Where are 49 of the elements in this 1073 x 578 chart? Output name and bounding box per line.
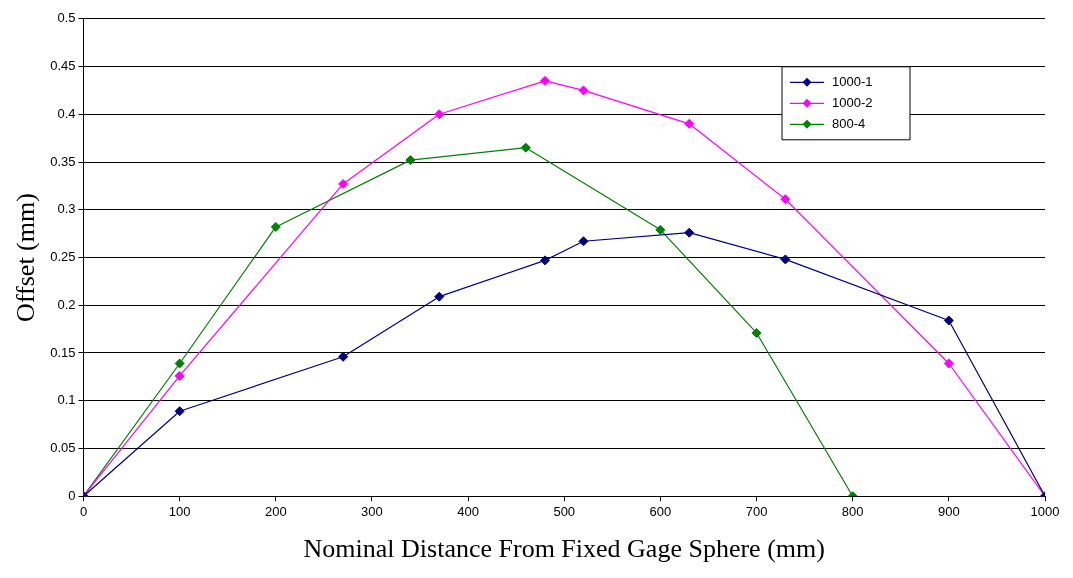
point	[174, 370, 185, 381]
point	[943, 358, 954, 369]
legend-label: 1000-2	[832, 94, 873, 110]
point	[578, 85, 589, 96]
x-tick-label: 200	[264, 503, 287, 519]
x-tick-label: 0	[79, 503, 88, 519]
y-tick-label: 0.35	[50, 153, 76, 169]
point	[338, 351, 349, 362]
point	[434, 109, 445, 120]
x-axis-title: Nominal Distance From Fixed Gage Sphere (mm)	[303, 534, 825, 564]
x-tick-label: 400	[457, 503, 479, 519]
point	[655, 224, 666, 235]
y-tick-label: 0.2	[57, 296, 76, 312]
point	[270, 221, 281, 232]
point	[405, 155, 416, 166]
point	[780, 254, 791, 265]
point	[520, 142, 531, 153]
point	[174, 358, 185, 369]
x-tick-label: 500	[553, 503, 576, 519]
x-tick-label: 700	[745, 503, 768, 519]
x-tick-label: 1000	[1030, 503, 1060, 519]
point	[540, 255, 551, 266]
legend-label: 800-4	[832, 115, 866, 131]
point	[684, 118, 695, 129]
point	[751, 327, 762, 338]
y-tick-label: 0.4	[57, 105, 76, 121]
y-tick-label: 0.3	[57, 201, 76, 217]
y-tick-label: 0.45	[50, 58, 76, 74]
y-tick-label: 0.5	[57, 10, 76, 26]
point	[780, 194, 791, 205]
point	[434, 291, 445, 302]
y-tick-label: 0.25	[50, 249, 76, 265]
x-tick-label: 600	[649, 503, 672, 519]
legend-label: 1000-1	[832, 73, 873, 89]
x-tick-label: 900	[938, 503, 960, 519]
x-tick-label: 100	[168, 503, 191, 519]
point	[578, 236, 589, 247]
x-tick-label: 800	[841, 503, 864, 519]
x-tick-label: 300	[361, 503, 383, 519]
y-tick-label: 0.05	[50, 440, 76, 456]
y-tick-label: 0	[68, 487, 76, 503]
y-tick-label: 0.1	[57, 392, 76, 408]
point	[540, 75, 551, 86]
point	[943, 315, 954, 326]
point	[338, 178, 349, 189]
point	[684, 227, 695, 238]
y-tick-label: 0.15	[50, 344, 76, 360]
point	[174, 406, 185, 417]
y-axis-title: Offset (mm)	[11, 193, 41, 322]
